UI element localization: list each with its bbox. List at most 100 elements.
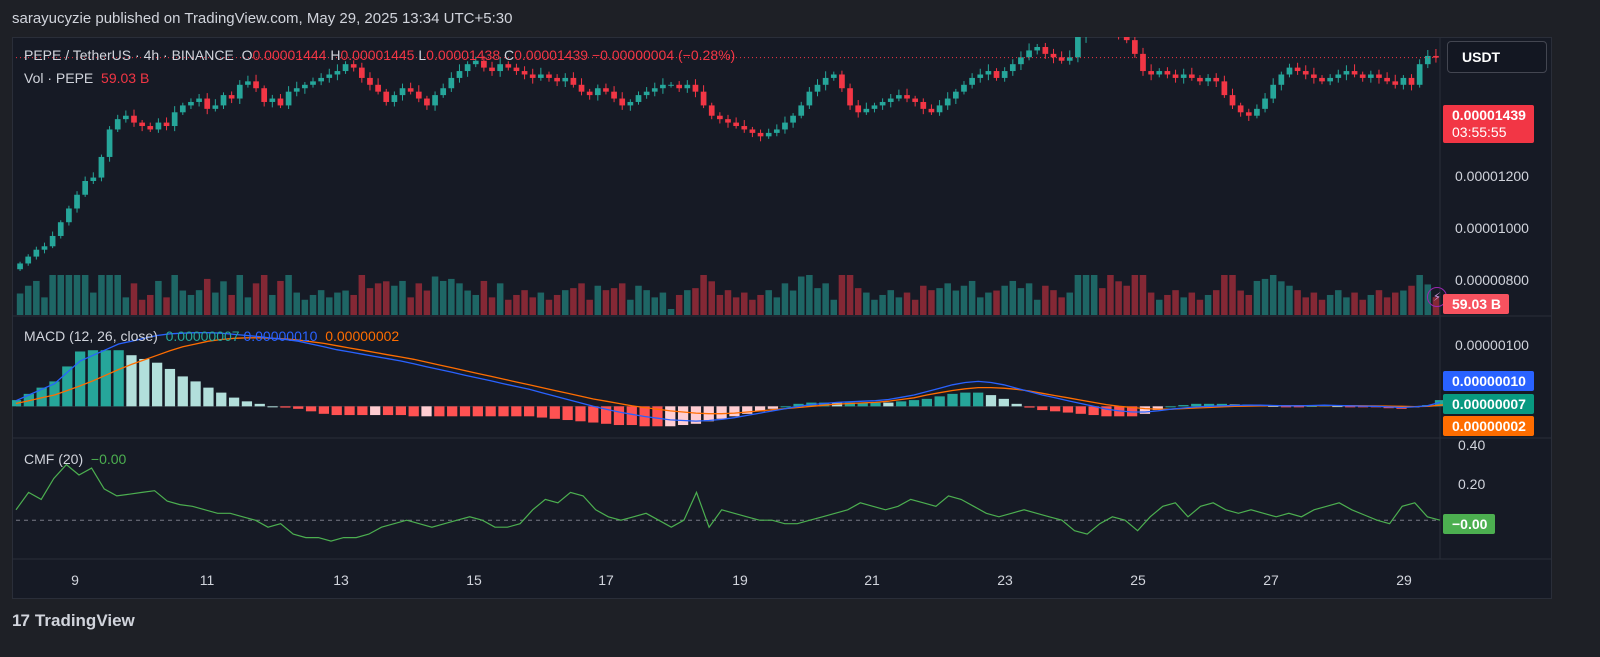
- volume-bar: [16, 293, 24, 315]
- candle-body: [1018, 57, 1024, 65]
- currency-button[interactable]: USDT: [1447, 41, 1547, 73]
- candle-body: [594, 88, 601, 96]
- volume-bar: [537, 292, 545, 315]
- volume-bar: [627, 299, 634, 315]
- volume-bar: [773, 297, 781, 315]
- volume-bar: [480, 280, 488, 315]
- volume-bar: [252, 283, 260, 315]
- macd-histogram-bar: [87, 350, 99, 407]
- candle-body: [66, 208, 72, 223]
- macd-histogram-bar: [870, 402, 881, 407]
- candle-body: [708, 105, 715, 116]
- volume-bar: [203, 278, 211, 315]
- volume-bar: [187, 294, 195, 315]
- volume-bar: [765, 290, 772, 315]
- macd-histogram-bar: [1191, 403, 1202, 407]
- volume-bar: [944, 283, 951, 315]
- signal-value: 0.00000010: [243, 328, 318, 344]
- volume-bar: [1261, 278, 1269, 315]
- volume-bar: [1115, 281, 1122, 315]
- volume-bar: [24, 285, 32, 315]
- macd-histogram-bar: [613, 406, 625, 426]
- macd-histogram-bar: [305, 406, 317, 412]
- candle-body: [879, 101, 886, 106]
- macd-histogram-bar: [780, 406, 791, 408]
- volume-bar: [122, 297, 130, 315]
- candle-body: [424, 98, 430, 106]
- macd-histogram-bar: [370, 406, 381, 416]
- candle-body: [814, 84, 821, 92]
- volume-bar: [342, 290, 349, 315]
- symbol-label[interactable]: PEPE / TetherUS · 4h · BINANCE: [24, 47, 234, 63]
- macd-histogram-bar: [1293, 406, 1305, 408]
- time-tick: 13: [333, 572, 349, 588]
- volume-bar: [692, 288, 699, 315]
- candle-body: [1278, 74, 1285, 85]
- volume-bar: [448, 278, 455, 315]
- cmf-legend: CMF (20) −0.00: [24, 451, 126, 467]
- candle-body: [920, 101, 927, 109]
- candle-body: [562, 77, 569, 82]
- candle-body: [578, 84, 585, 92]
- candle-body: [790, 115, 796, 123]
- cmf-label[interactable]: CMF (20): [24, 451, 84, 467]
- chart-frame[interactable]: [12, 37, 1552, 599]
- chart-canvas[interactable]: [12, 37, 1552, 599]
- volume-bar: [895, 297, 903, 315]
- macd-histogram-bar: [62, 366, 73, 407]
- candle-body: [529, 74, 536, 78]
- volume-bar: [675, 294, 683, 315]
- macd-histogram-bar: [908, 400, 920, 407]
- candle-body: [155, 122, 162, 130]
- macd-histogram-bar: [998, 398, 1009, 407]
- macd-histogram-bar: [1306, 405, 1317, 407]
- candle-body: [90, 177, 97, 181]
- volume-bar: [781, 283, 789, 315]
- high-label: H: [330, 47, 341, 63]
- volume-bar: [659, 292, 667, 315]
- volume-bar: [1164, 294, 1171, 315]
- volume-bar: [163, 297, 170, 315]
- macd-histogram-bar: [357, 406, 368, 416]
- volume-bar: [1139, 275, 1147, 315]
- volume-bar: [382, 281, 390, 315]
- candle-body: [952, 91, 959, 99]
- volume-bar: [114, 275, 121, 315]
- candle-body: [660, 84, 666, 89]
- tradingview-logo-icon: 17: [12, 611, 30, 630]
- candle-body: [896, 95, 902, 99]
- macd-histogram-bar: [293, 406, 304, 409]
- macd-histogram-bar: [434, 406, 445, 417]
- candle-body: [1229, 95, 1236, 106]
- candle-body: [1433, 55, 1439, 58]
- candle-body: [904, 95, 910, 99]
- time-tick: 17: [598, 572, 614, 588]
- tradingview-brand[interactable]: 17 TradingView: [12, 611, 135, 631]
- time-tick: 21: [864, 572, 880, 588]
- volume-bar: [1278, 281, 1285, 315]
- candle-body: [472, 60, 479, 65]
- volume-bar: [1042, 285, 1049, 315]
- volume-bar: [708, 281, 715, 315]
- volume-bar: [1359, 299, 1366, 315]
- macd-histogram-bar: [331, 406, 342, 416]
- macd-histogram-bar: [408, 406, 419, 417]
- volume-bar: [1180, 297, 1187, 315]
- candle-body: [293, 88, 300, 92]
- macd-histogram-bar: [1024, 406, 1035, 408]
- cmf-tick: 0.20: [1458, 476, 1486, 492]
- candle-body: [985, 71, 992, 75]
- volume-label[interactable]: Vol · PEPE: [24, 70, 94, 86]
- candle-body: [773, 129, 780, 133]
- volume-bar: [562, 290, 569, 315]
- macd-histogram-bar: [921, 398, 932, 407]
- candle-body: [481, 60, 487, 68]
- macd-label[interactable]: MACD (12, 26, close): [24, 328, 158, 344]
- volume-bar: [732, 297, 740, 315]
- volume-bar: [212, 292, 219, 315]
- volume-bar: [1326, 294, 1334, 315]
- macd-histogram-bar: [280, 406, 291, 408]
- time-tick: 29: [1396, 572, 1412, 588]
- macd-histogram-bar: [844, 402, 856, 407]
- macd-tick: 0.00000100: [1455, 337, 1529, 353]
